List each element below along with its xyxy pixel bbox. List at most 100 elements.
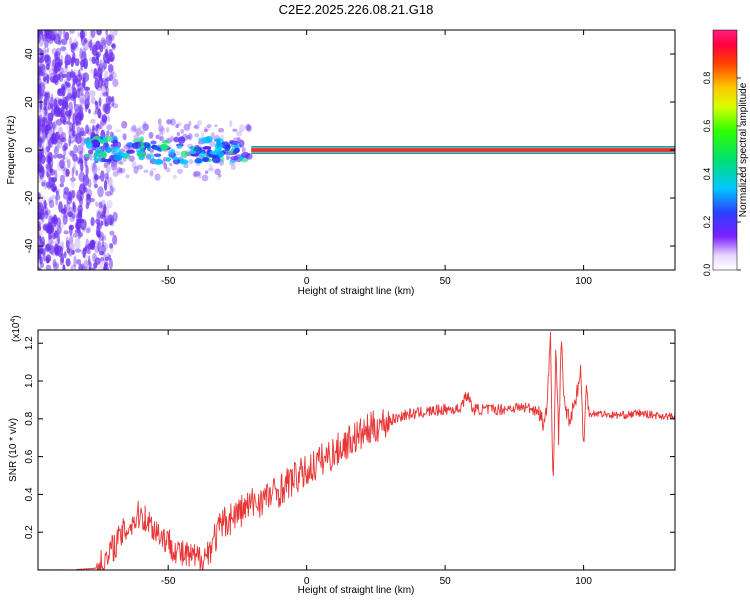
spectrogram-noise-cell (49, 72, 56, 81)
spectrogram-noise-cell (192, 171, 198, 178)
spectrogram-noise-cell (108, 258, 113, 270)
spectrogram-noise-cell (87, 149, 94, 155)
spectrogram-noise-cell (38, 242, 42, 254)
spectrogram-noise-cell (100, 170, 105, 182)
spectrogram-noise-cell (100, 80, 106, 87)
spectrogram-noise-cell (101, 242, 108, 252)
spectrogram-noise-cell (105, 77, 111, 82)
spectrogram-noise-cell (59, 30, 65, 35)
spectrogram-noise-cell (87, 243, 93, 251)
spectrogram-noise-cell (63, 251, 67, 259)
spectrogram-noise-cell (109, 243, 114, 249)
spectrogram-noise-cell (185, 135, 192, 140)
spectrogram-noise-cell (65, 258, 71, 267)
spectrogram-noise-cell (44, 39, 49, 49)
spectrogram-carrier-blob (135, 147, 145, 154)
spectrogram-noise-cell (38, 235, 43, 246)
spectrogram-noise-cell (69, 150, 75, 157)
spectrogram-noise-cell (95, 201, 99, 208)
spectrogram-carrier-blob (104, 135, 114, 142)
spectrogram-noise-cell (131, 161, 137, 169)
spectrogram-noise-cell (114, 129, 122, 133)
spectrogram-carrier-blob (103, 158, 112, 163)
spectrogram-noise-cell (42, 251, 46, 263)
spectrogram-carrier-blob (229, 156, 240, 161)
spectrogram-noise-cell (51, 48, 58, 55)
spectrogram-noise-cell (80, 161, 84, 173)
spectrogram-noise-cell (38, 123, 41, 136)
spectrogram-noise-cell (94, 245, 100, 254)
spectrogram-noise-cell (100, 205, 106, 213)
spectrogram-noise-cell (56, 137, 63, 149)
spectrogram-noise-cell (62, 264, 66, 270)
spectrogram-noise-cell (73, 160, 76, 172)
spectrogram-noise-cell (78, 263, 83, 270)
spectrogram-noise-cell (188, 120, 192, 126)
spectrogram-noise-cell (103, 254, 108, 264)
colorbar-tick-label: 0.2 (702, 216, 712, 229)
spectrogram-noise-cell (172, 174, 177, 179)
spectrogram-noise-cell (118, 167, 126, 174)
spectrogram-noise-cell (63, 230, 69, 235)
spectrogram-noise-cell (96, 208, 103, 215)
spectrogram-noise-cell (121, 133, 126, 140)
spectrogram-noise-cell (66, 120, 71, 125)
spectrogram-noise-cell (75, 169, 79, 177)
spectrogram-noise-cell (98, 96, 102, 107)
spectrogram-carrier-blob (153, 159, 164, 165)
spectrogram-noise-cell (70, 43, 75, 53)
spectrogram-noise-cell (57, 204, 63, 209)
spectrogram-noise-cell (62, 96, 68, 104)
spectrogram-noise-cell (104, 172, 109, 180)
spectrogram-noise-cell (216, 175, 221, 180)
spectrogram-noise-cell (105, 30, 109, 36)
spectrogram-noise-cell (38, 249, 41, 254)
spectrogram-noise-cell (155, 134, 160, 140)
spectrogram-noise-cell (81, 263, 85, 270)
chart-title: C2E2.2025.226.08.21.G18 (279, 2, 434, 17)
spectrogram-noise-cell (50, 133, 55, 145)
spectrogram-noise-cell (38, 201, 43, 211)
spectrogram-noise-cell (86, 225, 91, 232)
spectrogram-noise-cell (65, 110, 72, 117)
spectrogram-noise-cell (64, 63, 68, 73)
spectrogram-noise-cell (62, 114, 66, 126)
spectrogram-noise-cell (72, 201, 75, 210)
spectrogram-noise-cell (76, 259, 82, 265)
spectrogram-noise-cell (82, 30, 87, 37)
spectrogram-noise-cell (109, 185, 114, 196)
spectrogram-noise-cell (209, 141, 216, 148)
spectrogram-noise-cell (85, 227, 91, 234)
spectrogram-noise-cell (82, 39, 90, 51)
spectrogram-noise-cell (175, 124, 180, 129)
colorbar-label: Normalized spectral amplitude (738, 82, 749, 217)
spectrogram-noise-cell (91, 49, 95, 55)
spectrogram-noise-cell (53, 145, 59, 156)
spectrogram-noise-cell (90, 216, 95, 227)
spectrogram-noise-cell (38, 83, 44, 88)
spectrogram-noise-cell (55, 195, 59, 206)
spectrogram-noise-cell (90, 68, 94, 74)
spectrogram-noise-cell (52, 214, 58, 223)
spectrogram-noise-cell (104, 103, 111, 115)
spectrogram-noise-cell (74, 237, 81, 250)
spectrogram-noise-cell (75, 132, 82, 145)
spectrogram-noise-cell (46, 96, 53, 103)
spectrogram-axes: -50 0 50 100 -40 -20 0 20 40 (24, 30, 675, 287)
spectrogram-noise-cell (104, 221, 110, 227)
spectrogram-noise-cell (41, 124, 45, 133)
spectrogram-noise-cell (92, 161, 96, 171)
spectrogram-noise-cell (56, 262, 59, 269)
spectrogram-noise-cell (170, 135, 174, 142)
spectrogram-noise-cell (64, 81, 68, 86)
spectrogram-noise-cell (101, 235, 105, 248)
spectrogram-ytick-label: 0 (24, 147, 35, 153)
spectrogram-noise-cell (232, 128, 238, 132)
spectrogram-noise-cell (38, 90, 42, 95)
spectrogram-noise-cell (38, 85, 41, 90)
spectrogram-noise-cell (102, 60, 107, 70)
spectrogram-noise-cell (111, 95, 115, 107)
carrier-band-core (251, 148, 675, 152)
spectrogram-carrier-blob (156, 147, 162, 152)
spectrogram-noise-cell (142, 123, 150, 131)
